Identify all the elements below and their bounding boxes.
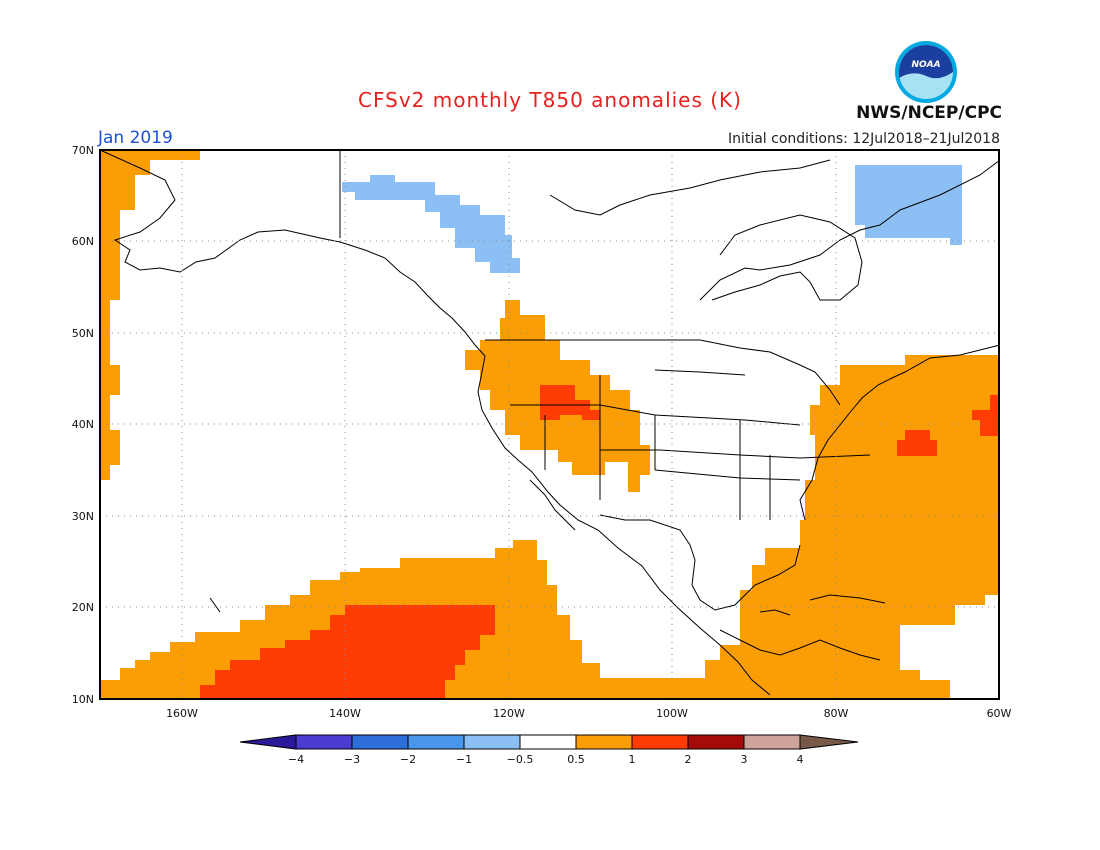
colorbar-labels: −4 −3 −2 −1 −0.5 0.5 1 2 3 4 — [288, 753, 804, 766]
colorbar-swatch-3 — [407, 734, 465, 750]
colorbar-label: 3 — [741, 753, 748, 766]
lat-label-30: 30N — [72, 510, 94, 523]
colorbar-label: 4 — [797, 753, 804, 766]
colorbar-label: −3 — [344, 753, 360, 766]
colorbar-swatch-8 — [687, 734, 745, 750]
colorbar — [239, 734, 859, 750]
colorbar-swatch-7 — [631, 734, 689, 750]
colorbar-swatch-4 — [463, 734, 521, 750]
colorbar-label: −0.5 — [507, 753, 534, 766]
colorbar-label: −1 — [456, 753, 472, 766]
lon-label-140w: 140W — [329, 707, 361, 720]
lon-label-160w: 160W — [166, 707, 198, 720]
lat-labels: 70N 60N 50N 40N 30N 20N 10N — [72, 144, 94, 706]
map-panel — [99, 149, 1001, 700]
lat-label-50: 50N — [72, 327, 94, 340]
colorbar-label: 2 — [685, 753, 692, 766]
anomaly-warm-2 — [200, 385, 1000, 698]
colorbar-label: 1 — [629, 753, 636, 766]
lat-label-10: 10N — [72, 693, 94, 706]
colorbar-label: 0.5 — [567, 753, 585, 766]
coastlines — [99, 149, 1001, 696]
colorbar-swatch-6 — [575, 734, 633, 750]
colorbar-label: −2 — [400, 753, 416, 766]
lon-label-120w: 120W — [493, 707, 525, 720]
lon-label-60w: 60W — [987, 707, 1012, 720]
colorbar-swatch-2 — [351, 734, 409, 750]
colorbar-swatch-1 — [295, 734, 353, 750]
colorbar-swatch-5 — [519, 734, 577, 750]
lon-label-80w: 80W — [824, 707, 849, 720]
colorbar-label: −4 — [288, 753, 304, 766]
colorbar-swatch-9 — [743, 734, 801, 750]
valid-period: Jan 2019 — [98, 128, 173, 148]
colorbar-swatch-0 — [239, 734, 297, 750]
anomaly-cool — [342, 165, 962, 273]
colorbar-swatch-10 — [799, 734, 859, 750]
noaa-logo: NOAA — [895, 41, 957, 103]
lat-label-20: 20N — [72, 601, 94, 614]
map-frame — [99, 149, 1000, 700]
lon-label-100w: 100W — [656, 707, 688, 720]
initial-conditions: Initial conditions: 12Jul2018–21Jul2018 — [727, 131, 1000, 147]
chart-title: CFSv2 monthly T850 anomalies (K) — [358, 88, 742, 112]
lat-label-70: 70N — [72, 144, 94, 157]
agency-label: NWS/NCEP/CPC — [856, 103, 1002, 123]
lat-label-40: 40N — [72, 418, 94, 431]
lon-labels: 160W 140W 120W 100W 80W 60W — [166, 707, 1011, 720]
logo-text: NOAA — [911, 60, 940, 70]
lat-label-60: 60N — [72, 235, 94, 248]
